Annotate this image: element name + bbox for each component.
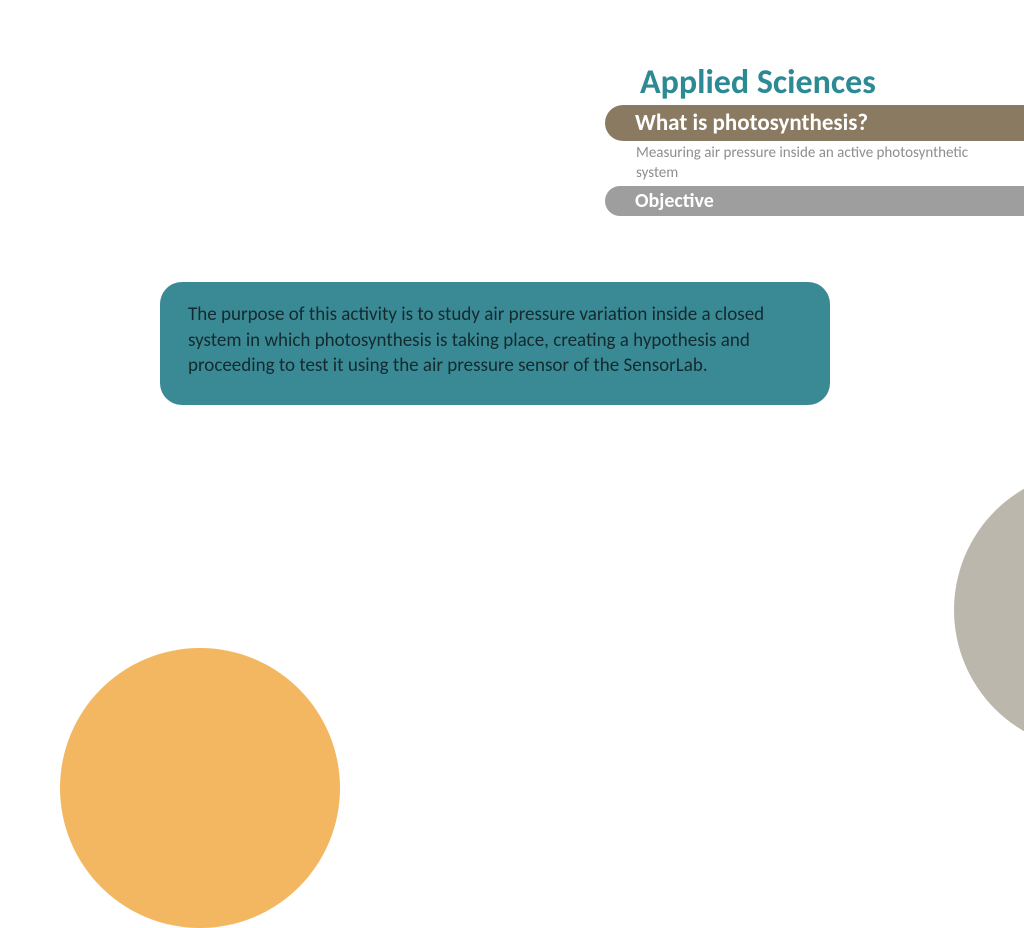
content-text: The purpose of this activity is to study… [188, 302, 802, 379]
objective-bar-text: Objective [635, 189, 714, 213]
content-box: The purpose of this activity is to study… [160, 282, 830, 405]
objective-bar: Objective [605, 186, 1024, 216]
subtitle-text: Measuring air pressure inside an active … [636, 144, 994, 183]
title-bar-text: What is photosynthesis? [635, 109, 868, 137]
brand-title: Applied Sciences [640, 62, 876, 103]
decoration-circle-bottom-left [60, 648, 340, 928]
decoration-circle-right [954, 470, 1024, 750]
title-bar: What is photosynthesis? [605, 105, 1024, 141]
